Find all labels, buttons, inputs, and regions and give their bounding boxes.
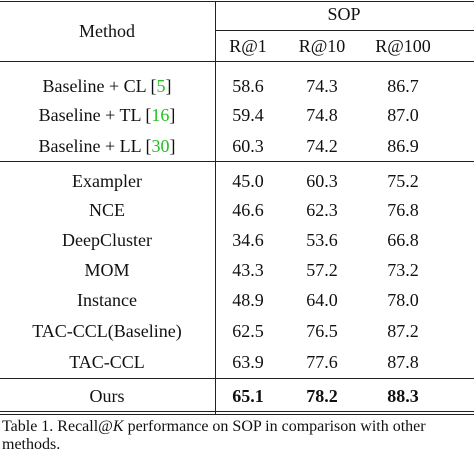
rule <box>0 1 474 2</box>
caption-k: K <box>112 418 124 435</box>
value-cell: 46.6 <box>232 200 264 220</box>
value-cell: 57.2 <box>306 260 338 280</box>
method-name: NCE <box>89 200 125 220</box>
method-name: Ours <box>89 386 125 406</box>
method-name: Baseline + LL <box>38 136 141 156</box>
method-cell: MOM <box>84 260 129 280</box>
value-cell: 60.3 <box>306 171 338 191</box>
value-cell: 48.9 <box>232 290 264 310</box>
value-cell: 87.2 <box>387 321 419 341</box>
value-cell: 78.2 <box>306 386 338 406</box>
method-cell: TAC-CCL(Baseline) <box>32 321 182 341</box>
method-name: DeepCluster <box>62 230 152 250</box>
method-cell: Baseline + LL [30] <box>39 136 176 156</box>
method-name: Exampler <box>72 171 142 191</box>
citation: [ <box>145 136 152 156</box>
rule <box>0 61 474 62</box>
rule <box>215 30 474 31</box>
value-cell: 86.7 <box>387 76 419 96</box>
value-cell: 34.6 <box>232 230 264 250</box>
citation: 5 <box>156 76 166 96</box>
value-cell: 74.2 <box>306 136 338 156</box>
value-cell: 43.3 <box>232 260 264 280</box>
value-cell: 74.3 <box>306 76 338 96</box>
value-cell: 62.3 <box>306 200 338 220</box>
value-cell: 74.8 <box>306 105 338 125</box>
method-cell: NCE <box>89 200 125 220</box>
method-name: Baseline + TL <box>38 105 141 125</box>
header-group: SOP <box>327 4 361 24</box>
value-cell: 88.3 <box>387 386 419 406</box>
method-cell: TAC-CCL <box>69 352 145 372</box>
value-cell: 78.0 <box>387 290 419 310</box>
method-cell: Instance <box>77 290 137 310</box>
value-cell: 64.0 <box>306 290 338 310</box>
citation: [ <box>150 76 157 96</box>
method-name: TAC-CCL(Baseline) <box>32 321 182 341</box>
header-column: R@10 <box>298 36 346 56</box>
method-cell: Baseline + TL [16] <box>39 105 176 125</box>
value-cell: 76.8 <box>387 200 419 220</box>
value-cell: 62.5 <box>232 321 264 341</box>
column-rule <box>215 1 216 414</box>
value-cell: 73.2 <box>387 260 419 280</box>
header-column: R@100 <box>375 36 431 56</box>
method-cell: DeepCluster <box>62 230 152 250</box>
citation: ] <box>165 76 172 96</box>
value-cell: 53.6 <box>306 230 338 250</box>
method-name: TAC-CCL <box>69 352 145 372</box>
rule <box>0 411 474 412</box>
citation: ] <box>169 105 176 125</box>
method-cell: Exampler <box>72 171 142 191</box>
value-cell: 59.4 <box>232 105 264 125</box>
value-cell: 65.1 <box>232 386 264 406</box>
citation: ] <box>169 136 176 156</box>
rule <box>0 378 474 379</box>
value-cell: 76.5 <box>306 321 338 341</box>
citation: 30 <box>151 136 170 156</box>
value-cell: 63.9 <box>232 352 264 372</box>
header-column: R@1 <box>229 36 267 56</box>
method-cell: Baseline + CL [5] <box>43 76 172 96</box>
rule <box>0 161 474 162</box>
citation: [ <box>145 105 152 125</box>
value-cell: 60.3 <box>232 136 264 156</box>
value-cell: 75.2 <box>387 171 419 191</box>
caption-prefix: Table 1. Recall@ <box>2 418 113 435</box>
value-cell: 77.6 <box>306 352 338 372</box>
header-method: Method <box>79 21 135 41</box>
caption: Table 1. Recall@K performance on SOP in … <box>2 418 472 454</box>
method-name: MOM <box>84 260 130 280</box>
value-cell: 66.8 <box>387 230 419 250</box>
rule <box>0 414 474 415</box>
value-cell: 86.9 <box>387 136 419 156</box>
method-name: Baseline + CL <box>42 76 146 96</box>
method-cell: Ours <box>90 386 125 406</box>
value-cell: 87.0 <box>387 105 419 125</box>
citation: 16 <box>151 105 170 125</box>
value-cell: 58.6 <box>232 76 264 96</box>
method-name: Instance <box>77 290 137 310</box>
value-cell: 45.0 <box>232 171 264 191</box>
value-cell: 87.8 <box>387 352 419 372</box>
